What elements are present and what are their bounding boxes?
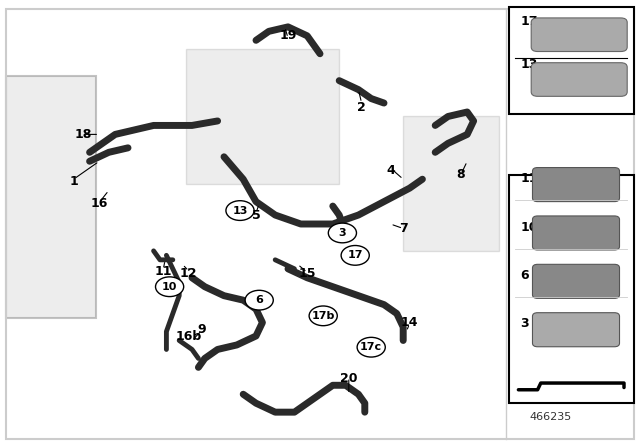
Text: 15: 15 [298, 267, 316, 280]
Text: 17: 17 [520, 15, 538, 28]
Text: 5: 5 [252, 208, 260, 222]
Text: 3: 3 [339, 228, 346, 238]
Text: 4: 4 [386, 164, 395, 177]
FancyBboxPatch shape [509, 175, 634, 403]
FancyBboxPatch shape [531, 18, 627, 52]
Text: 16: 16 [90, 197, 108, 211]
Text: 9: 9 [197, 323, 206, 336]
FancyBboxPatch shape [532, 168, 620, 202]
Text: 10: 10 [162, 282, 177, 292]
Text: 8: 8 [456, 168, 465, 181]
FancyBboxPatch shape [532, 216, 620, 250]
Text: 14: 14 [401, 316, 419, 329]
FancyBboxPatch shape [186, 49, 339, 184]
Text: 2: 2 [357, 101, 366, 114]
Circle shape [156, 277, 184, 297]
FancyBboxPatch shape [531, 63, 627, 96]
Circle shape [245, 290, 273, 310]
Circle shape [328, 223, 356, 243]
Text: 17: 17 [348, 250, 363, 260]
Text: 20: 20 [340, 372, 358, 385]
FancyBboxPatch shape [532, 264, 620, 298]
Text: 17c: 17c [360, 342, 382, 352]
Text: 6: 6 [255, 295, 263, 305]
Circle shape [341, 246, 369, 265]
Circle shape [309, 306, 337, 326]
Text: 11: 11 [520, 172, 538, 185]
Text: 12: 12 [180, 267, 198, 280]
Text: 16b: 16b [175, 329, 202, 343]
Text: 6: 6 [520, 269, 529, 282]
Text: 13: 13 [520, 58, 538, 71]
Text: 10: 10 [520, 221, 538, 234]
Text: 19: 19 [279, 29, 297, 43]
Text: 18: 18 [74, 128, 92, 141]
Text: 1: 1 [69, 175, 78, 188]
Circle shape [226, 201, 254, 220]
Circle shape [357, 337, 385, 357]
Text: 17b: 17b [312, 311, 335, 321]
FancyBboxPatch shape [532, 313, 620, 347]
Text: 11: 11 [154, 264, 172, 278]
Text: 3: 3 [520, 318, 529, 331]
Text: 7: 7 [399, 222, 408, 235]
FancyBboxPatch shape [403, 116, 499, 251]
FancyBboxPatch shape [6, 76, 96, 318]
Text: 13: 13 [232, 206, 248, 215]
Text: 466235: 466235 [529, 412, 572, 422]
FancyBboxPatch shape [509, 7, 634, 114]
